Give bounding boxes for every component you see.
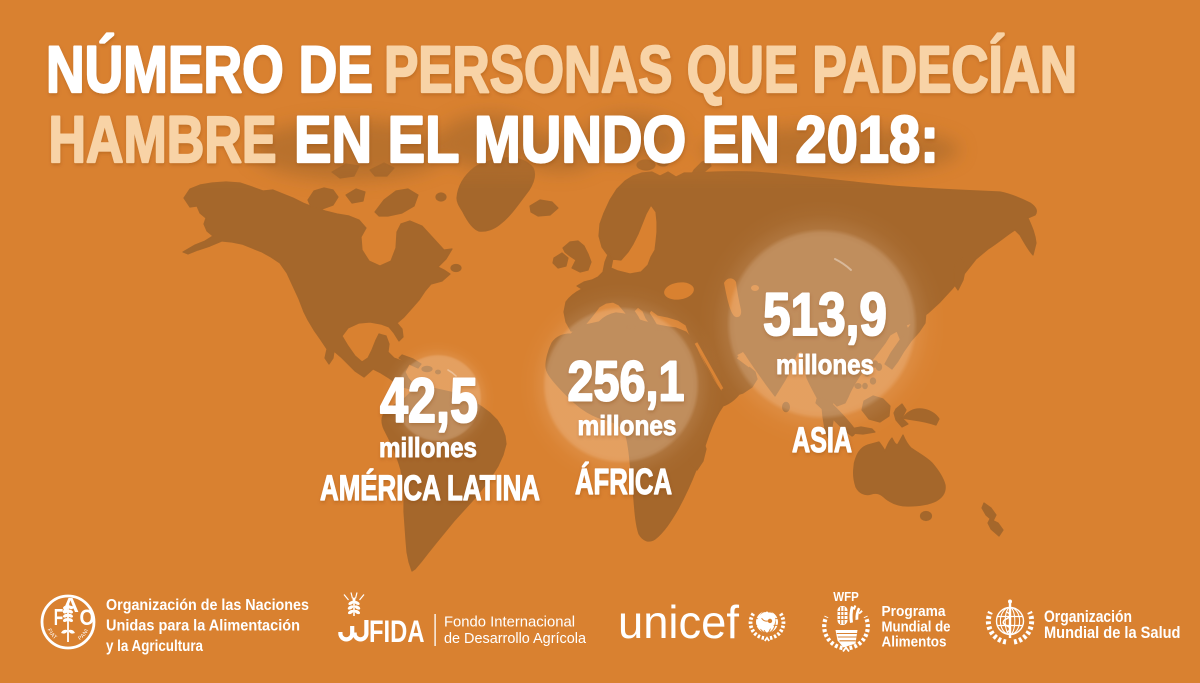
svg-text:O: O xyxy=(80,605,95,630)
svg-text:Organización de las Naciones: Organización de las Naciones xyxy=(106,597,309,614)
svg-text:F: F xyxy=(54,604,64,630)
svg-text:unicef: unicef xyxy=(618,596,739,648)
svg-text:Organización: Organización xyxy=(1044,608,1132,626)
svg-text:Mundial de: Mundial de xyxy=(882,620,951,636)
svg-text:Alimentos: Alimentos xyxy=(882,635,947,651)
svg-text:ÁFRICA: ÁFRICA xyxy=(575,461,672,502)
svg-text:256,1: 256,1 xyxy=(568,350,685,414)
svg-text:millones: millones xyxy=(578,410,677,441)
svg-text:PERSONAS QUE PADECÍAN: PERSONAS QUE PADECÍAN xyxy=(384,32,1077,106)
svg-text:Unidas para la Alimentación: Unidas para la Alimentación xyxy=(106,618,300,635)
svg-text:EN EL MUNDO EN 2018:: EN EL MUNDO EN 2018: xyxy=(294,102,939,176)
svg-text:NÚMERO DE: NÚMERO DE xyxy=(46,32,373,106)
svg-text:FIDA: FIDA xyxy=(369,613,425,649)
svg-text:WFP: WFP xyxy=(833,589,859,604)
svg-text:de Desarrollo Agrícola: de Desarrollo Agrícola xyxy=(444,631,587,647)
svg-text:HAMBRE: HAMBRE xyxy=(49,102,277,176)
svg-text:Mundial de la Salud: Mundial de la Salud xyxy=(1044,624,1181,642)
svg-text:513,9: 513,9 xyxy=(763,281,887,348)
svg-text:millones: millones xyxy=(379,432,477,463)
svg-text:millones: millones xyxy=(776,349,874,380)
svg-text:Fondo Internacional: Fondo Internacional xyxy=(444,615,575,631)
svg-text:Programa: Programa xyxy=(882,604,947,620)
svg-text:y la Agricultura: y la Agricultura xyxy=(106,638,203,655)
svg-text:AMÉRICA LATINA: AMÉRICA LATINA xyxy=(320,468,540,508)
svg-text:42,5: 42,5 xyxy=(380,366,478,436)
svg-text:ASIA: ASIA xyxy=(792,421,852,460)
